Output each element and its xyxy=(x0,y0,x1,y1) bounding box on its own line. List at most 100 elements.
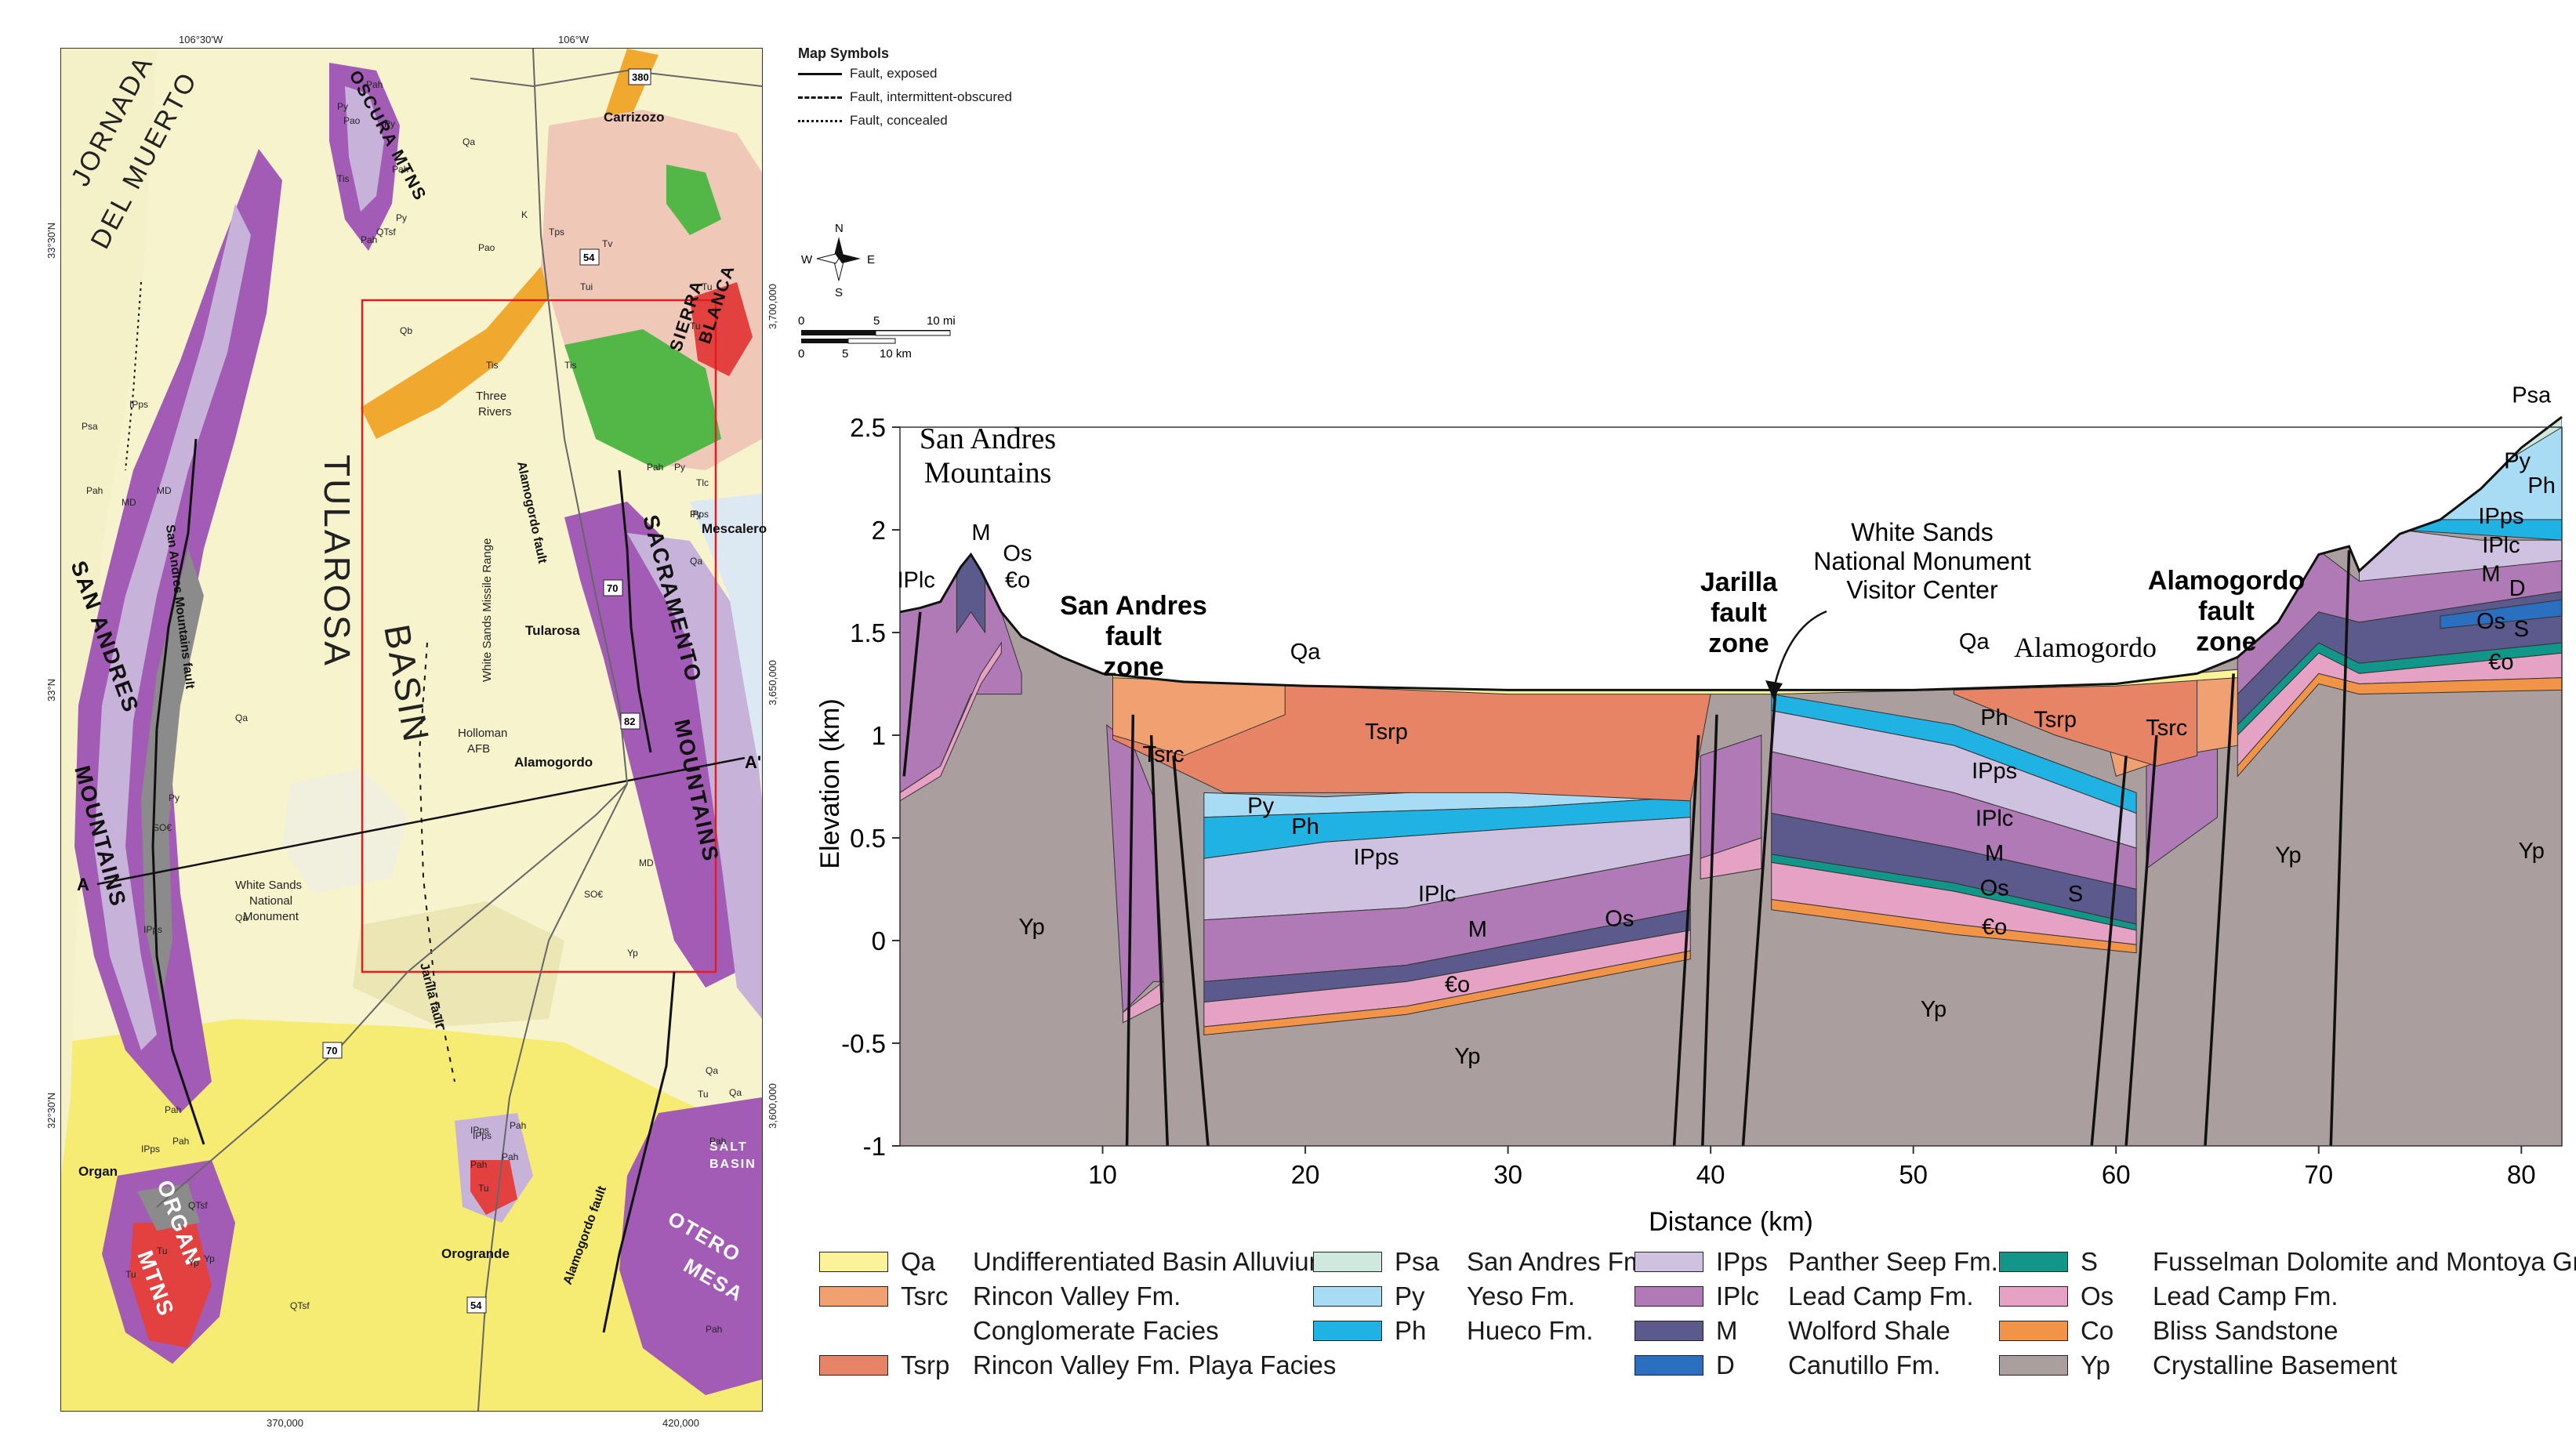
map-unit-label: Tu xyxy=(478,1183,489,1194)
section-unit-label: Ph xyxy=(1980,705,2008,730)
legend-name: Rincon Valley Fm. Playa Facies xyxy=(973,1350,1337,1379)
section-unit-label: Os xyxy=(1605,907,1634,932)
map-unit-label: Yp xyxy=(627,948,638,959)
section-unit-label: Tsrc xyxy=(2146,716,2187,741)
holloman-label-1: Holloman xyxy=(458,727,507,740)
svg-text:54: 54 xyxy=(583,252,595,263)
map-unit-label: Yp xyxy=(204,1253,215,1264)
section-unit-label: Py xyxy=(2504,448,2531,473)
map-unit-label: Py xyxy=(169,792,180,803)
map-symbols-key: Map Symbols Fault, exposed Fault, interm… xyxy=(798,45,1012,132)
jarilla-fault-zone-label: fault xyxy=(1711,598,1767,628)
map-unit-label: IPps xyxy=(690,509,709,520)
wsnm-map-label-1: White Sands xyxy=(235,879,302,892)
three-rivers-label-1: Three xyxy=(476,390,506,403)
legend-row-ipps: IPps Panther Seep Fm. xyxy=(1634,1246,1998,1278)
legend-row-os: Os Lead Camp Fm. xyxy=(1999,1281,2338,1312)
easting-label-1: 370,000 xyxy=(267,1417,303,1429)
section-unit-label: D xyxy=(2509,576,2526,601)
map-unit-label: SO€ xyxy=(584,889,603,900)
hwy-54-shield-north: 54 xyxy=(579,248,600,266)
map-unit-label: Tis xyxy=(337,173,350,184)
map-unit-label: Pah xyxy=(470,1159,487,1170)
legend-swatch xyxy=(1313,1286,1382,1307)
x-tick-label: 70 xyxy=(2304,1160,2333,1189)
map-unit-label: Pao xyxy=(478,242,495,253)
fault-line xyxy=(1672,734,1700,1147)
unit-iplc-jarilla xyxy=(1700,734,1762,859)
fault-intermittent-line xyxy=(798,96,842,99)
holloman-label-2: AFB xyxy=(467,742,490,756)
x-tick-label: 10 xyxy=(1088,1160,1117,1189)
fault-line xyxy=(1741,690,1777,1147)
hwy-82-shield: 82 xyxy=(620,712,640,730)
map-unit-label: QTsf xyxy=(290,1300,310,1311)
map-unit-label: Qa xyxy=(463,136,475,147)
map-unit-label: Psa xyxy=(82,421,98,432)
svg-text:54: 54 xyxy=(470,1300,482,1311)
map-unit-label: Pah xyxy=(366,79,383,90)
missile-range-label: White Sands Missile Range xyxy=(481,538,494,682)
section-unit-label: M xyxy=(1985,841,2004,866)
map-unit-label: MD xyxy=(157,485,172,496)
legend-swatch xyxy=(1313,1252,1382,1272)
section-unit-label: IPlc xyxy=(1976,806,2013,831)
map-unit-label: Qb xyxy=(400,325,412,336)
wsnm-map-label-3: Monument xyxy=(243,910,299,923)
section-unit-label: €o xyxy=(1445,973,1470,998)
hwy-70-shield-south: 70 xyxy=(322,1042,343,1059)
map-unit-label: IPps xyxy=(129,399,148,410)
legend-row-psa: Psa San Andres Fm. xyxy=(1313,1246,1653,1278)
legend-swatch xyxy=(819,1355,888,1376)
fault-concealed-line xyxy=(798,119,842,122)
legend-swatch xyxy=(819,1252,888,1272)
visitor-center-label: National Monument xyxy=(1813,547,2031,575)
svg-text:0: 0 xyxy=(798,314,804,328)
y-tick-label: 1.5 xyxy=(850,618,886,647)
section-unit-label: S xyxy=(2068,882,2083,907)
san-andres-yp-area xyxy=(141,549,204,1003)
alamogordo-town-label: Alamogordo xyxy=(514,755,593,770)
svg-text:5: 5 xyxy=(873,314,880,328)
symbol-row-exposed: Fault, exposed xyxy=(798,62,1012,85)
section-unit-label: Qa xyxy=(1959,629,1990,654)
x-tick-label: 30 xyxy=(1493,1160,1522,1189)
legend-row-s: S Fusselman Dolomite and Montoya Group xyxy=(1999,1246,2576,1278)
fault-line xyxy=(2124,734,2158,1147)
y-tick-label: 0.5 xyxy=(850,824,886,853)
map-unit-label: Py xyxy=(396,212,407,223)
legend-row-py: Py Yeso Fm. xyxy=(1313,1281,1575,1312)
section-unit-label: Tsrp xyxy=(2034,708,2077,733)
map-unit-label: Tis xyxy=(486,360,499,371)
section-unit-label: Tsrc xyxy=(1143,742,1185,767)
section-unit-label: IPlc xyxy=(2482,533,2520,558)
unit-os-jarilla xyxy=(1700,837,1762,879)
tularosa-town-label: Tularosa xyxy=(525,623,580,638)
map-unit-label: Tu xyxy=(702,281,713,292)
legend-symbol: Yp xyxy=(2081,1350,2110,1379)
fault-line xyxy=(1172,756,1210,1147)
section-unit-label: IPlc xyxy=(1418,882,1456,907)
section-unit-label: Os xyxy=(1980,875,2009,901)
section-unit-label: Os xyxy=(1003,541,1032,566)
legend: Qa Undifferentiated Basin Alluvium Tsrc Rin… xyxy=(819,1246,2576,1419)
x-tick-label: 50 xyxy=(1899,1160,1928,1189)
geologic-map: 106°30'W 106°W 33°30'N 33°N 32°30'N 370,… xyxy=(45,34,778,1429)
san-andres-mountains-label: Mountains xyxy=(924,457,1052,490)
legend-symbol: D xyxy=(1716,1350,1735,1379)
svg-text:10 km: 10 km xyxy=(880,347,912,361)
legend-swatch xyxy=(1999,1252,2068,1272)
map-unit-label: Qa xyxy=(729,1087,742,1098)
san-andres-fault-zone-label: zone xyxy=(1103,652,1163,682)
arrowhead-icon xyxy=(1765,680,1783,699)
scale-bar: 0 5 10 mi 0 5 10 km xyxy=(798,314,956,361)
fault-exposed-line xyxy=(798,72,842,75)
map-unit-label: MD xyxy=(122,497,136,508)
y-tick-label: -0.5 xyxy=(841,1029,886,1058)
lat-label-2: 33°N xyxy=(45,679,57,701)
legend-row-tsrc: Tsrc Rincon Valley Fm. xyxy=(819,1281,1181,1312)
x-tick-label: 40 xyxy=(1696,1160,1725,1189)
section-unit-label: M xyxy=(971,520,990,546)
legend-name: Hueco Fm. xyxy=(1467,1316,1594,1345)
